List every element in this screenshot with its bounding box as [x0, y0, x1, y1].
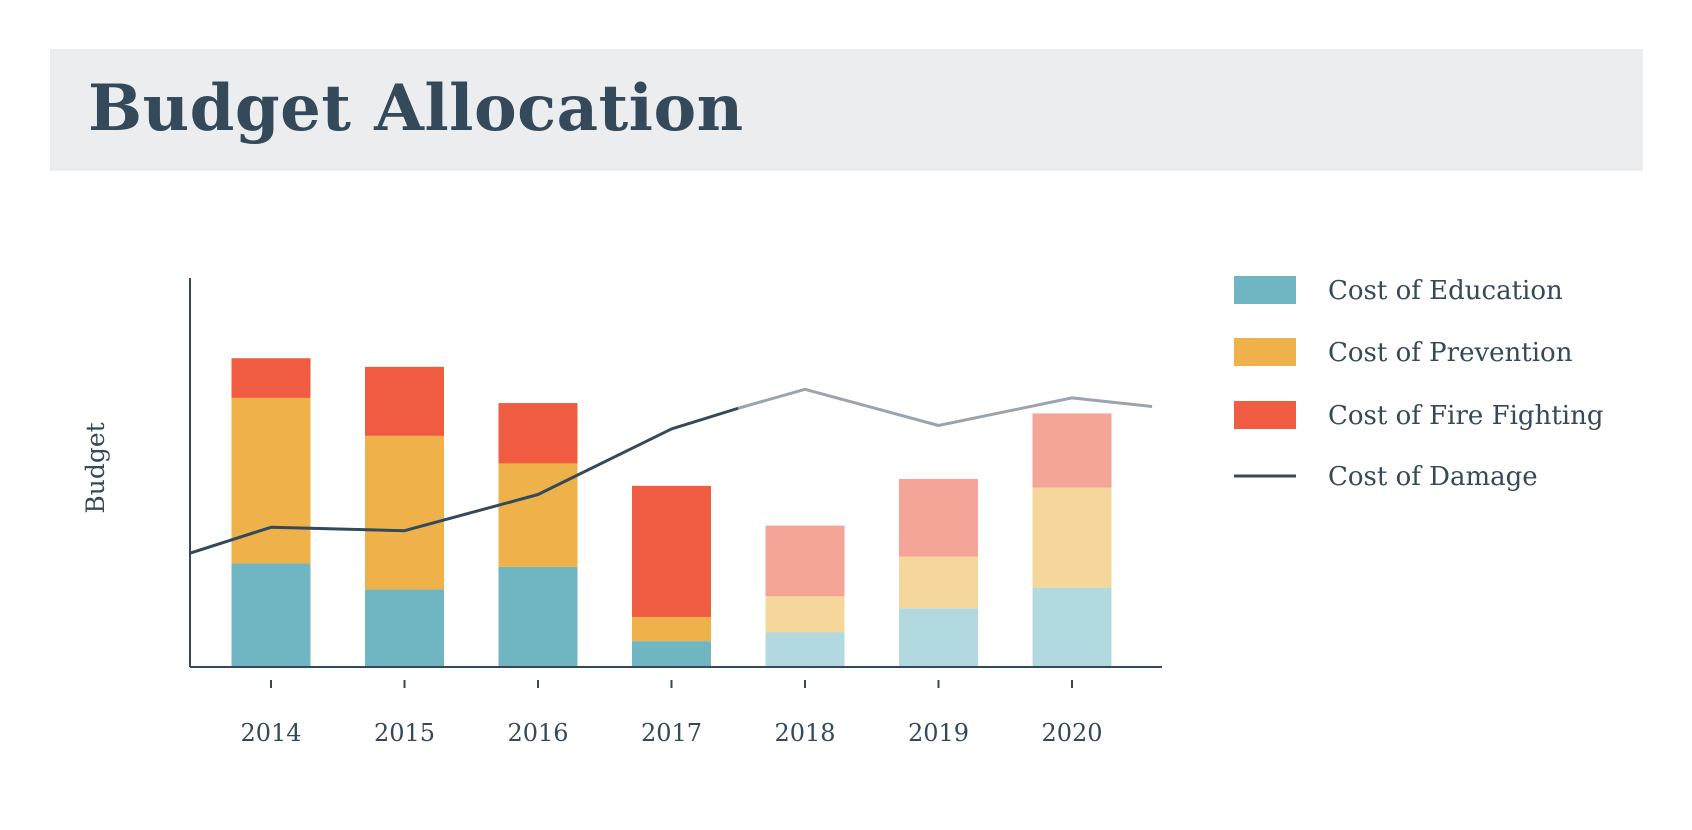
legend-label-cost-of-prevention: Cost of Prevention: [1328, 338, 1573, 368]
legend-label-cost-of-fire-fighting: Cost of Fire Fighting: [1328, 401, 1603, 431]
bar-education-2019: [899, 608, 978, 667]
x-tick-label-2018: 2018: [774, 719, 835, 747]
bar-fire-fighting-2015: [365, 366, 444, 436]
bar-fire-fighting-2017: [632, 485, 711, 617]
y-axis-label: Budget: [81, 422, 110, 513]
bar-education-2014: [231, 563, 311, 667]
bar-fire-fighting-2020: [1032, 413, 1112, 488]
x-tick-label-2015: 2015: [374, 719, 435, 747]
page-title: Budget Allocation: [88, 71, 744, 146]
bar-education-2015: [365, 589, 444, 667]
bar-education-2020: [1032, 587, 1112, 667]
x-tick-label-2020: 2020: [1041, 719, 1102, 747]
bar-prevention-2019: [899, 556, 978, 609]
bar-education-2017: [632, 641, 711, 667]
title-bar: Budget Allocation: [50, 49, 1643, 171]
legend-label-cost-of-damage: Cost of Damage: [1328, 462, 1538, 492]
bar-prevention-2016: [498, 463, 578, 567]
bar-prevention-2017: [632, 616, 711, 642]
bar-fire-fighting-2019: [899, 478, 978, 557]
bar-prevention-2018: [765, 596, 845, 633]
bar-fire-fighting-2018: [765, 525, 845, 597]
bar-education-2016: [498, 566, 578, 667]
x-tick-label-2019: 2019: [908, 719, 969, 747]
bar-prevention-2014: [231, 397, 311, 564]
line-cost-of-damage: [189, 406, 739, 555]
legend-label-cost-of-education: Cost of Education: [1328, 276, 1563, 306]
legend-swatch-fire-fighting: [1234, 401, 1296, 429]
legend-swatch-education: [1234, 276, 1296, 304]
bar-prevention-2015: [365, 435, 444, 590]
line-cost-of-damage-projected: [737, 387, 1153, 427]
x-tick-label-2016: 2016: [507, 719, 568, 747]
bar-fire-fighting-2016: [498, 403, 578, 464]
bar-education-2018: [765, 632, 845, 667]
bar-prevention-2020: [1032, 487, 1112, 588]
legend-swatch-prevention: [1234, 338, 1296, 366]
x-tick-label-2014: 2014: [240, 719, 301, 747]
x-tick-label-2017: 2017: [641, 719, 702, 747]
bar-fire-fighting-2014: [231, 358, 311, 398]
